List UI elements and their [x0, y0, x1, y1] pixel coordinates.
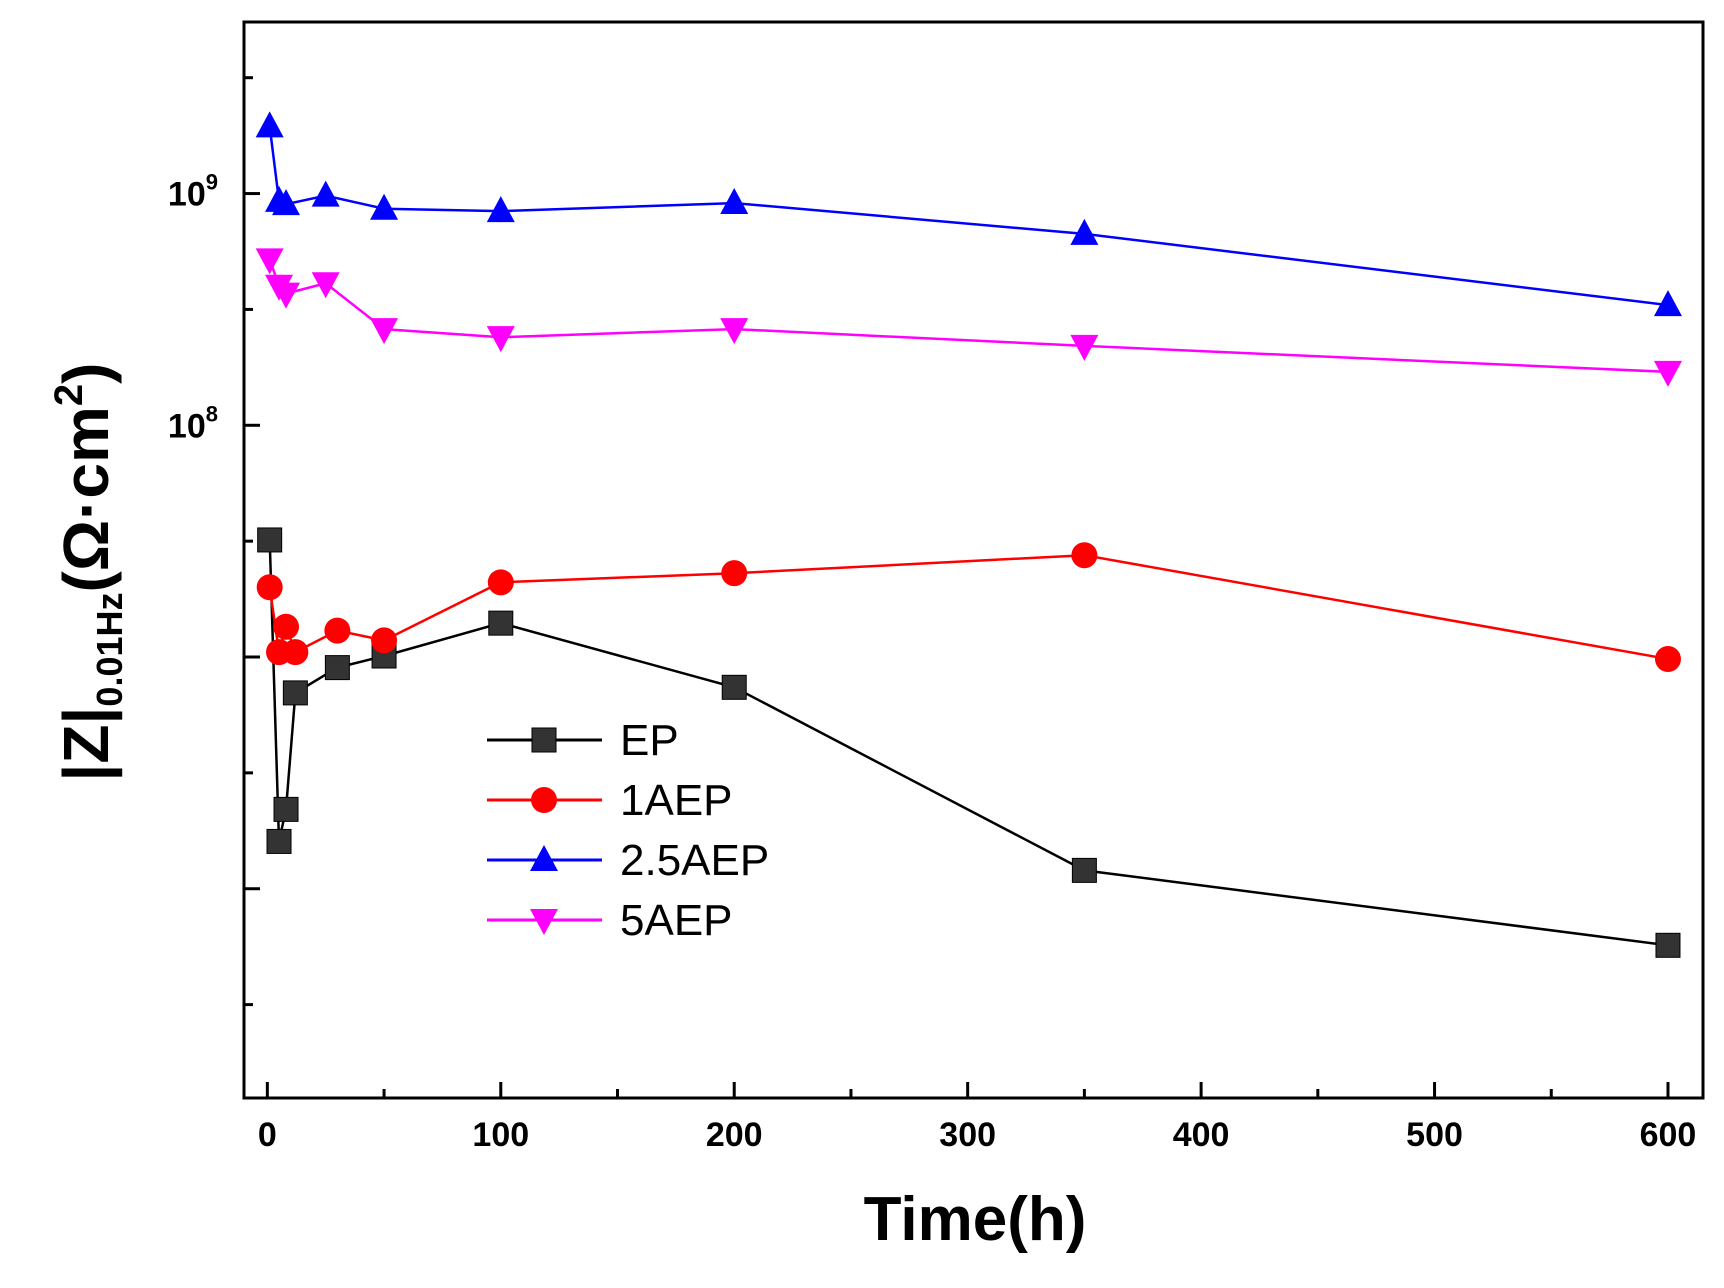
data-point-ep [1655, 932, 1681, 958]
series-line-ep [268, 539, 1669, 947]
x-tick-label: 400 [1173, 1116, 1230, 1154]
data-point-1aep [324, 617, 351, 644]
data-point-2-5aep [255, 111, 284, 138]
data-point-ep [282, 680, 308, 706]
series-line-5aep [268, 258, 1669, 374]
series-ep [257, 527, 1681, 958]
data-point-1aep [1654, 646, 1681, 673]
x-tick-label: 0 [258, 1116, 277, 1154]
x-axis: 0 100 200 300 400 500 600 [258, 1082, 1696, 1154]
plot-frame-group [242, 20, 1705, 1100]
data-point-ep [1071, 857, 1097, 883]
data-point-1aep [487, 569, 514, 596]
data-point-1aep [721, 560, 748, 587]
x-axis-label: Time(h) [864, 1185, 1087, 1254]
x-tick-label: 300 [939, 1116, 996, 1154]
legend-label-2-5aep: 2.5AEP [620, 836, 769, 885]
x-tick-label: 500 [1406, 1116, 1463, 1154]
data-point-1aep [371, 627, 398, 654]
series-2-5aep [255, 111, 1682, 317]
data-point-5aep [311, 272, 340, 299]
data-point-5aep [1070, 334, 1099, 361]
data-point-5aep [486, 326, 515, 353]
legend-item-2-5aep: 2.5AEP [487, 836, 769, 885]
legend-marker-ep [531, 727, 557, 753]
y-axis-label-unit-close: ) [50, 363, 122, 384]
legend-item-1aep: 1AEP [487, 776, 733, 825]
y-axis: 108 109 [168, 76, 260, 1007]
y-axis-label-main: |Z| [50, 707, 123, 782]
legend-item-ep: EP [487, 716, 679, 765]
y-axis-label-unit-exponent: 2 [47, 384, 91, 406]
data-point-5aep [1653, 360, 1682, 387]
data-point-ep [324, 655, 350, 681]
legend-marker-1aep [531, 787, 557, 813]
data-point-ep [257, 527, 283, 553]
data-point-2-5aep [1070, 218, 1099, 245]
data-point-2-5aep [720, 188, 749, 215]
legend-label-5aep: 5AEP [620, 896, 733, 945]
data-point-ep [266, 828, 292, 854]
plot-frame [242, 20, 1705, 1100]
y-tick-label: 108 [168, 401, 218, 445]
y-axis-label: |Z|0.01Hz(Ω·cm2) [47, 363, 130, 782]
x-tick-label: 600 [1640, 1116, 1697, 1154]
data-point-1aep [273, 613, 300, 640]
series-1aep [256, 542, 1681, 673]
x-tick-label: 100 [472, 1116, 529, 1154]
y-tick-label: 109 [168, 170, 218, 214]
legend: EP 1AEP 2.5AEP 5AEP [487, 716, 769, 945]
data-point-2-5aep [370, 193, 399, 220]
data-point-1aep [256, 574, 283, 601]
legend-label-1aep: 1AEP [620, 776, 733, 825]
data-point-ep [488, 610, 514, 636]
legend-marker-2-5aep [530, 845, 558, 871]
data-point-5aep [272, 282, 301, 309]
legend-label-ep: EP [620, 716, 679, 765]
data-point-5aep [370, 318, 399, 345]
legend-marker-5aep [530, 909, 558, 935]
x-tick-label: 200 [706, 1116, 763, 1154]
data-point-5aep [720, 318, 749, 345]
series-5aep [255, 248, 1682, 387]
data-point-1aep [1071, 542, 1098, 569]
data-point-1aep [282, 639, 309, 666]
data-point-2-5aep [311, 180, 340, 207]
data-point-2-5aep [1653, 290, 1682, 317]
series-group [255, 111, 1682, 958]
y-axis-label-subscript: 0.01Hz [89, 593, 130, 707]
data-point-ep [273, 796, 299, 822]
series-line-2-5aep [268, 126, 1669, 307]
data-point-5aep [255, 248, 284, 275]
data-point-2-5aep [272, 189, 301, 216]
legend-item-5aep: 5AEP [487, 896, 733, 945]
data-point-2-5aep [486, 196, 515, 223]
data-point-ep [721, 674, 747, 700]
series-line-1aep [268, 553, 1669, 661]
y-axis-label-unit: (Ω·cm [50, 406, 122, 592]
